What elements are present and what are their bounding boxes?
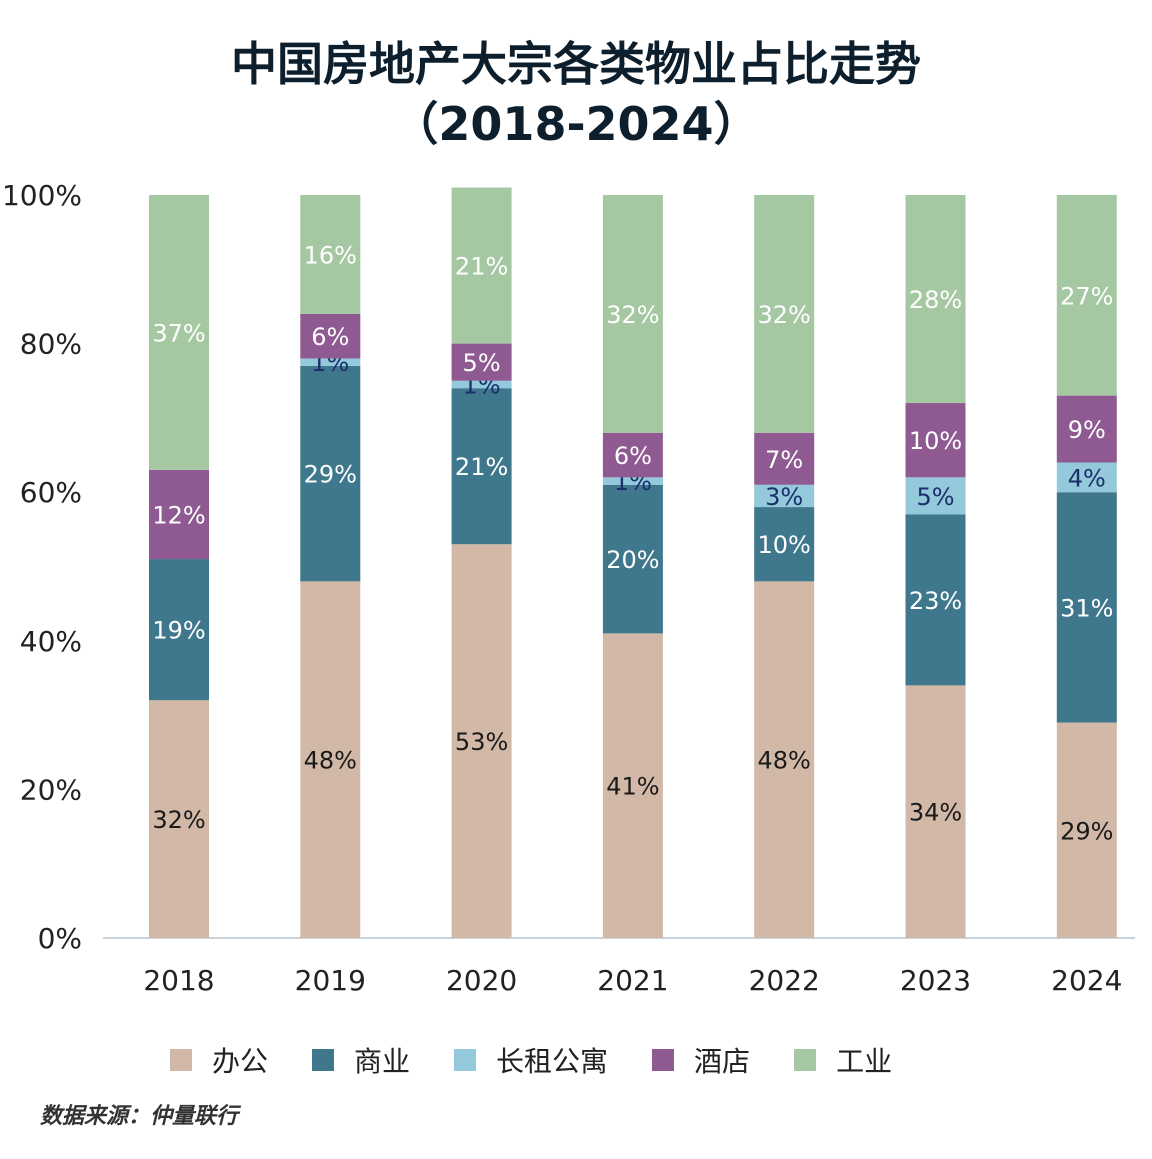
x-tick-label: 2024 [1051,964,1122,997]
bar-segment [149,700,209,938]
data-label: 31% [1060,594,1113,622]
data-label: 5% [916,483,954,511]
bar-segment [602,633,663,938]
data-label: 4% [1068,464,1106,492]
bar-segment [300,195,361,314]
legend-item: 办公 [170,1040,268,1080]
bar-segment [149,559,209,701]
legend-item: 工业 [794,1040,892,1080]
x-tick-label: 2019 [295,964,366,997]
data-label: 21% [455,253,508,281]
bar-segment [905,195,966,404]
bar-segment [300,358,361,366]
bar-segment [451,343,512,381]
data-label: 28% [909,286,962,314]
y-tick-label: 0% [38,922,82,955]
bar-segment [602,477,663,485]
data-label: 19% [152,617,205,645]
data-label: 21% [455,453,508,481]
data-label: 12% [152,501,205,529]
legend-swatch [652,1049,675,1071]
data-label: 5% [463,349,501,377]
data-label: 23% [909,587,962,615]
data-label: 53% [455,728,508,756]
x-tick-label: 2022 [749,964,820,997]
bar-segment [149,469,209,560]
chart-title-line1: 中国房地产大宗各类物业占比走势 [231,37,921,91]
y-tick-label: 60% [20,476,82,509]
x-tick-label: 2018 [143,964,214,997]
legend-item: 长租公寓 [454,1040,608,1080]
data-label: 6% [311,323,349,351]
stacked-bar-chart: 0% 20% 40% 60% 80% 100% 32% 19% 12% 37% 2018 48% 29%… [2,179,1135,997]
bar-segment [905,403,966,478]
bar-segment [451,187,512,344]
bar-segment [754,484,815,508]
bar-segment [602,195,663,433]
bar-segment [300,313,361,359]
data-label: 7% [765,446,803,474]
data-label: 16% [304,241,357,269]
data-label: 3% [765,483,803,511]
legend-item: 酒店 [652,1040,750,1080]
legend-label: 工业 [836,1045,893,1078]
y-tick-label: 100% [2,179,82,212]
data-label: 29% [304,461,357,489]
legend-label: 办公 [212,1045,269,1078]
chart-legend: 办公 商业 长租公寓 酒店 工业 [170,1040,936,1080]
legend-swatch [794,1049,817,1071]
bar-segment [754,195,815,433]
x-tick-label: 2023 [900,964,971,997]
data-label: 10% [758,531,811,559]
bar-segment [451,380,512,389]
bar-segment [905,685,966,938]
y-tick-label: 40% [20,625,82,658]
data-label: 10% [909,427,962,455]
bar-segment [451,544,512,938]
legend-swatch [454,1049,477,1071]
bar-segment [754,507,815,582]
bar-segment [1056,195,1117,396]
legend-label: 长租公寓 [496,1045,609,1078]
bar-segment [149,195,209,470]
data-label: 32% [606,301,659,329]
bar-segment [1056,722,1117,938]
data-label: 32% [152,806,205,834]
legend-swatch [170,1049,192,1071]
data-label: 32% [758,301,811,329]
legend-swatch [312,1049,335,1071]
bar-segment [1056,395,1117,463]
data-label: 29% [1060,817,1113,845]
legend-label: 商业 [354,1045,411,1078]
data-source-note: 数据来源：仲量联行 [40,1104,239,1129]
bar-segment [602,484,663,634]
bar-segment [905,514,966,686]
data-label: 48% [758,747,811,775]
chart-title-line2: （2018-2024） [392,97,760,151]
data-label: 9% [1068,416,1106,444]
y-tick-label: 20% [20,773,82,806]
bar-segment [754,581,815,938]
data-label: 37% [152,319,205,347]
bar-segment [300,581,361,938]
bar-segment [754,432,815,485]
data-label: 41% [606,773,659,801]
data-label: 6% [614,442,652,470]
data-label: 20% [606,546,659,574]
bar-segment [602,432,663,478]
data-label: 34% [909,799,962,827]
y-tick-label: 80% [20,328,82,361]
bar-segment [1056,492,1117,723]
bar-segment [1056,462,1117,493]
bar-segment [451,388,512,545]
x-tick-label: 2021 [597,964,668,997]
bar-segment [300,365,361,582]
x-tick-label: 2020 [446,964,517,997]
data-label: 27% [1060,282,1113,310]
data-label: 48% [304,747,357,775]
legend-label: 酒店 [694,1045,751,1078]
legend-item: 商业 [312,1040,410,1080]
bar-segment [905,477,966,515]
